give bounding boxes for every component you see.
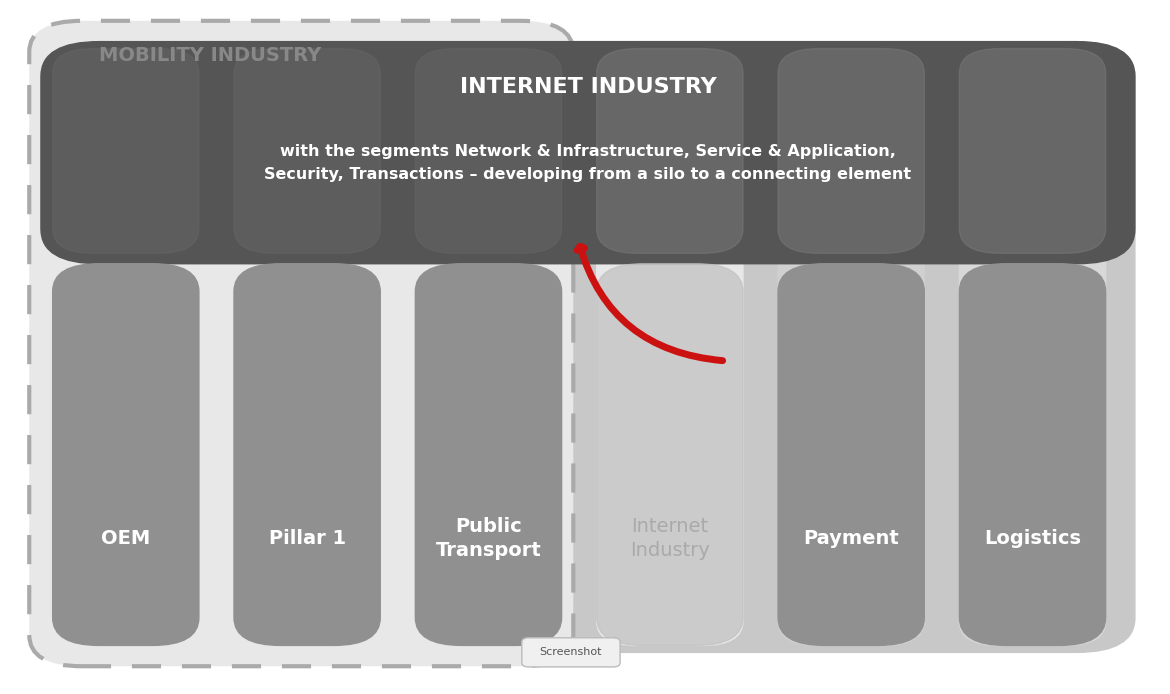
- FancyBboxPatch shape: [959, 264, 1106, 645]
- Text: with the segments Network & Infrastructure, Service & Application,
Security, Tra: with the segments Network & Infrastructu…: [264, 144, 911, 182]
- FancyBboxPatch shape: [41, 42, 1135, 652]
- Text: MOBILITY INDUSTRY: MOBILITY INDUSTRY: [99, 46, 322, 65]
- FancyBboxPatch shape: [234, 49, 380, 253]
- FancyBboxPatch shape: [778, 49, 924, 645]
- Text: Pillar 1: Pillar 1: [269, 529, 345, 548]
- FancyBboxPatch shape: [415, 49, 562, 253]
- FancyBboxPatch shape: [29, 21, 573, 666]
- Text: Payment: Payment: [804, 529, 899, 548]
- Text: OEM: OEM: [101, 529, 151, 548]
- Text: Logistics: Logistics: [984, 529, 1081, 548]
- FancyBboxPatch shape: [597, 264, 743, 645]
- FancyBboxPatch shape: [415, 264, 562, 645]
- Text: Public
Transport: Public Transport: [435, 517, 542, 560]
- FancyBboxPatch shape: [234, 264, 380, 645]
- FancyBboxPatch shape: [959, 49, 1106, 253]
- FancyBboxPatch shape: [597, 49, 743, 645]
- Text: INTERNET INDUSTRY: INTERNET INDUSTRY: [460, 77, 716, 96]
- FancyBboxPatch shape: [53, 49, 199, 645]
- Text: Screenshot: Screenshot: [539, 648, 603, 657]
- FancyBboxPatch shape: [234, 49, 380, 645]
- FancyBboxPatch shape: [41, 42, 1135, 264]
- FancyBboxPatch shape: [597, 49, 743, 253]
- FancyBboxPatch shape: [53, 264, 199, 645]
- Text: Internet
Industry: Internet Industry: [629, 517, 710, 560]
- FancyBboxPatch shape: [778, 264, 924, 645]
- FancyBboxPatch shape: [522, 638, 620, 667]
- FancyBboxPatch shape: [778, 49, 924, 253]
- FancyBboxPatch shape: [415, 49, 562, 645]
- FancyBboxPatch shape: [959, 49, 1106, 645]
- FancyBboxPatch shape: [53, 49, 199, 253]
